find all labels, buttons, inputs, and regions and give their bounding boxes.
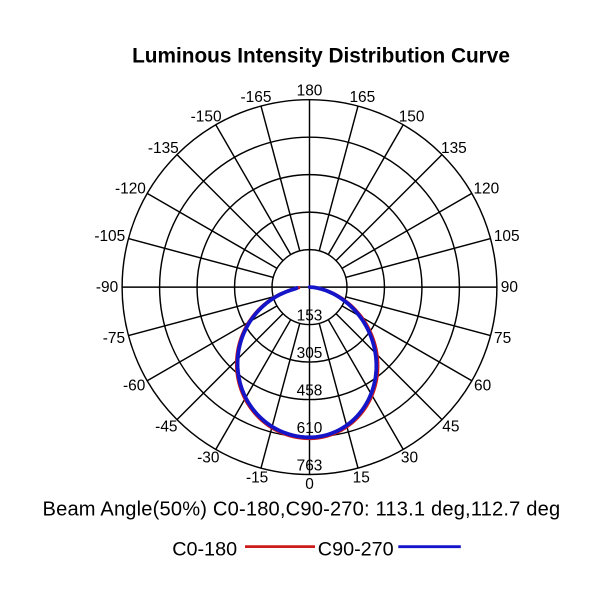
svg-text:150: 150 [399, 109, 425, 126]
svg-text:120: 120 [473, 181, 499, 198]
svg-text:610: 610 [297, 420, 323, 437]
svg-text:-120: -120 [115, 181, 146, 198]
svg-text:75: 75 [494, 330, 511, 347]
svg-text:-60: -60 [123, 378, 145, 395]
svg-text:-135: -135 [148, 140, 179, 157]
svg-text:C0-180: C0-180 [172, 538, 237, 560]
svg-text:763: 763 [297, 458, 323, 475]
svg-text:Luminous Intensity Distributio: Luminous Intensity Distribution Curve [132, 45, 510, 68]
svg-text:Beam Angle(50%) C0-180,C90-270: Beam Angle(50%) C0-180,C90-270: 113.1 de… [43, 499, 561, 521]
svg-text:30: 30 [401, 450, 418, 467]
svg-text:-105: -105 [94, 228, 125, 245]
svg-text:165: 165 [349, 89, 375, 106]
svg-text:-90: -90 [96, 279, 118, 296]
svg-text:-15: -15 [246, 469, 268, 486]
svg-text:180: 180 [297, 82, 323, 99]
svg-text:153: 153 [297, 308, 323, 325]
svg-text:-45: -45 [155, 418, 177, 435]
svg-text:305: 305 [297, 345, 323, 362]
svg-text:-75: -75 [103, 330, 125, 347]
svg-text:0: 0 [305, 476, 314, 493]
svg-text:458: 458 [297, 383, 323, 400]
svg-text:15: 15 [353, 469, 370, 486]
svg-text:-150: -150 [191, 109, 222, 126]
svg-text:C90-270: C90-270 [318, 538, 394, 560]
svg-text:90: 90 [501, 279, 518, 296]
svg-text:45: 45 [442, 418, 459, 435]
svg-text:60: 60 [474, 378, 491, 395]
svg-text:105: 105 [494, 228, 520, 245]
svg-text:135: 135 [441, 140, 467, 157]
svg-text:-30: -30 [197, 450, 219, 467]
svg-text:-165: -165 [241, 89, 272, 106]
